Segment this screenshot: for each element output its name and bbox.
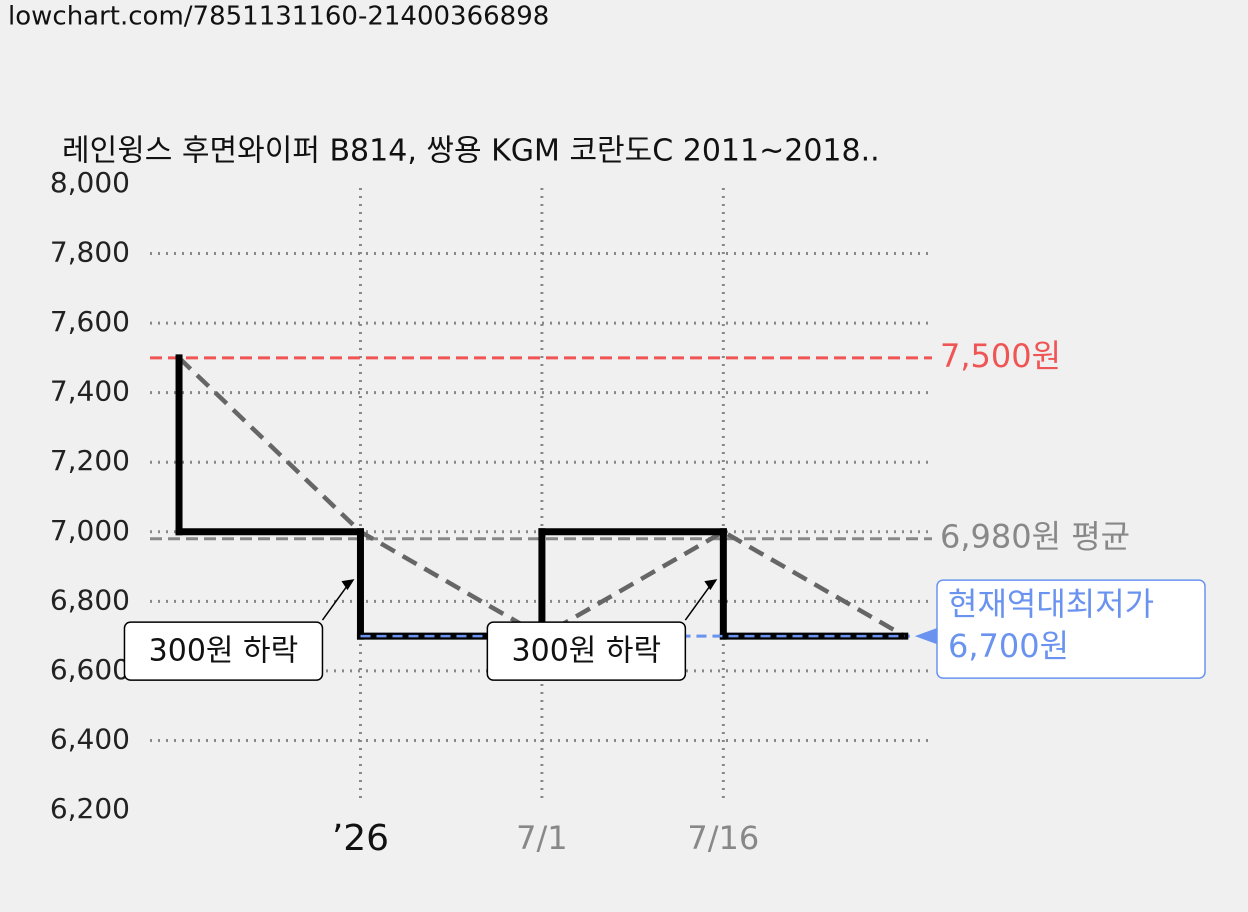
- y-tick-label: 7,400: [50, 375, 130, 408]
- annotation-arrow: [684, 583, 712, 621]
- annotation-arrowhead: [341, 579, 355, 591]
- annotation-box: [486, 621, 687, 681]
- y-tick-label: 8,000: [50, 166, 130, 199]
- annotation: 300원 하락: [512, 634, 662, 669]
- y-tick-label: 7,600: [50, 305, 130, 338]
- annotation-box: [123, 621, 324, 681]
- annotation-arrowhead: [704, 579, 718, 591]
- url: lowchart.com/7851131160-21400366898: [8, 2, 549, 32]
- reference-arrow: [914, 628, 937, 645]
- reference-label: 7,500원: [940, 337, 1061, 375]
- y-tick-label: 7,000: [50, 514, 130, 547]
- y-tick-label: 6,200: [50, 792, 130, 825]
- x-tick-label: ’26: [332, 818, 389, 859]
- reference-box: [936, 579, 1206, 679]
- reference-label: 6,980원 평균: [940, 518, 1130, 556]
- reference-label: 6,700원: [948, 627, 1069, 665]
- chart-title: 레인윙스 후면와이퍼 B814, 쌍용 KGM 코란도C 2011~2018..: [62, 134, 880, 169]
- x-tick-label: 7/1: [516, 819, 568, 857]
- reference-note: 현재역대최저가: [948, 585, 1154, 623]
- y-tick-label: 6,800: [50, 583, 130, 616]
- annotation: 300원 하락: [149, 634, 299, 669]
- y-tick-label: 7,800: [50, 236, 130, 269]
- annotation-arrow: [321, 583, 350, 621]
- y-tick-label: 6,600: [50, 653, 130, 686]
- y-tick-label: 6,400: [50, 722, 130, 755]
- x-tick-label: 7/16: [687, 819, 759, 857]
- y-tick-label: 7,200: [50, 444, 130, 477]
